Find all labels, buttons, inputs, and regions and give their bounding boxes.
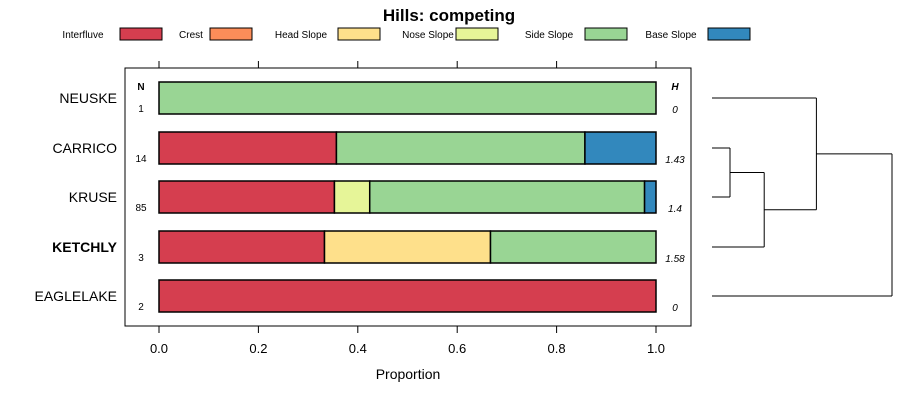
bar-carrico-interfluve [158, 131, 338, 165]
n-value-kruse: 85 [135, 203, 147, 214]
legend-swatch-interfluve [119, 27, 163, 41]
legend-swatch-head-slope [337, 27, 381, 41]
dendrogram [712, 97, 893, 297]
bar-eaglelake-interfluve [158, 279, 657, 313]
legend: Interfluve Crest Head Slope Nose Slope Side … [62, 27, 751, 41]
x-tick-label: 0.4 [349, 341, 367, 356]
bar-carrico-side-slope [335, 131, 586, 165]
bar-carrico-base-slope [584, 131, 657, 165]
bar-kruse-interfluve [158, 180, 336, 214]
legend-label-nose-slope: Nose Slope [402, 30, 454, 41]
legend-swatch-crest [209, 27, 253, 41]
category-label-ketchly: KETCHLY [52, 239, 117, 255]
x-tick-label: 0.0 [150, 341, 168, 356]
legend-label-crest: Crest [179, 30, 203, 41]
bar-kruse-side-slope [368, 180, 646, 214]
legend-swatch-base-slope [707, 27, 751, 41]
n-value-neuske: 1 [138, 104, 144, 115]
n-value-eaglelake: 2 [138, 302, 144, 313]
x-tick-label: 0.6 [448, 341, 466, 356]
legend-label-interfluve: Interfluve [62, 30, 104, 41]
category-label-neuske: NEUSKE [59, 90, 117, 106]
n-value-ketchly: 3 [138, 253, 144, 264]
h-value-eaglelake: 0 [672, 303, 678, 314]
bars-group [158, 81, 657, 313]
legend-swatch-side-slope [584, 27, 628, 41]
h-value-carrico: 1.43 [665, 155, 685, 166]
x-tick-label: 0.2 [249, 341, 267, 356]
x-axis: 0.0 0.2 0.4 0.6 0.8 1.0 [150, 61, 665, 356]
plot-frame [124, 67, 692, 327]
x-tick-label: 1.0 [647, 341, 665, 356]
h-value-kruse: 1.4 [668, 204, 682, 215]
legend-label-side-slope: Side Slope [525, 30, 574, 41]
bar-ketchly-interfluve [158, 230, 326, 264]
n-value-carrico: 14 [135, 154, 147, 165]
bar-ketchly-side-slope [489, 230, 657, 264]
x-tick-label: 0.8 [548, 341, 566, 356]
legend-swatch-nose-slope [455, 27, 499, 41]
row-labels: NEUSKE 1 0 CARRICO 14 1.43 KRUSE 85 1.4 KETCHLY 3 1… [35, 90, 686, 314]
h-value-ketchly: 1.58 [665, 254, 685, 265]
bar-ketchly-head-slope [323, 230, 492, 264]
x-axis-label: Proportion [376, 366, 441, 382]
bar-neuske-side-slope [158, 81, 657, 115]
bar-kruse-nose-slope [333, 180, 371, 214]
chart-title: Hills: competing [383, 6, 515, 25]
h-value-neuske: 0 [672, 105, 678, 116]
h-header: H [671, 82, 679, 93]
n-header: N [137, 82, 144, 93]
category-label-carrico: CARRICO [52, 140, 117, 156]
legend-label-base-slope: Base Slope [645, 30, 697, 41]
bar-kruse-base-slope [643, 180, 657, 214]
category-label-kruse: KRUSE [69, 189, 117, 205]
legend-label-head-slope: Head Slope [275, 30, 328, 41]
category-label-eaglelake: EAGLELAKE [35, 288, 118, 304]
